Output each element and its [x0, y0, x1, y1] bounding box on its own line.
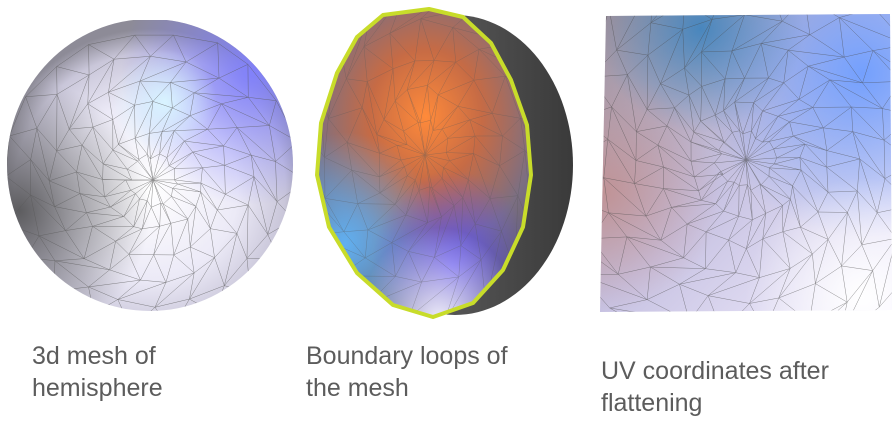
hemisphere-mesh-render — [5, 20, 295, 314]
caption-hemisphere-mesh: 3d mesh of hemisphere — [32, 342, 163, 402]
uv-flattening-render — [598, 14, 892, 312]
boundary-loop — [315, 7, 533, 319]
caption-boundary-loops: Boundary loops of the mesh — [306, 342, 508, 402]
caption-uv-flattening: UV coordinates after flattening — [601, 357, 829, 417]
boundary-loop-render — [305, 5, 573, 323]
